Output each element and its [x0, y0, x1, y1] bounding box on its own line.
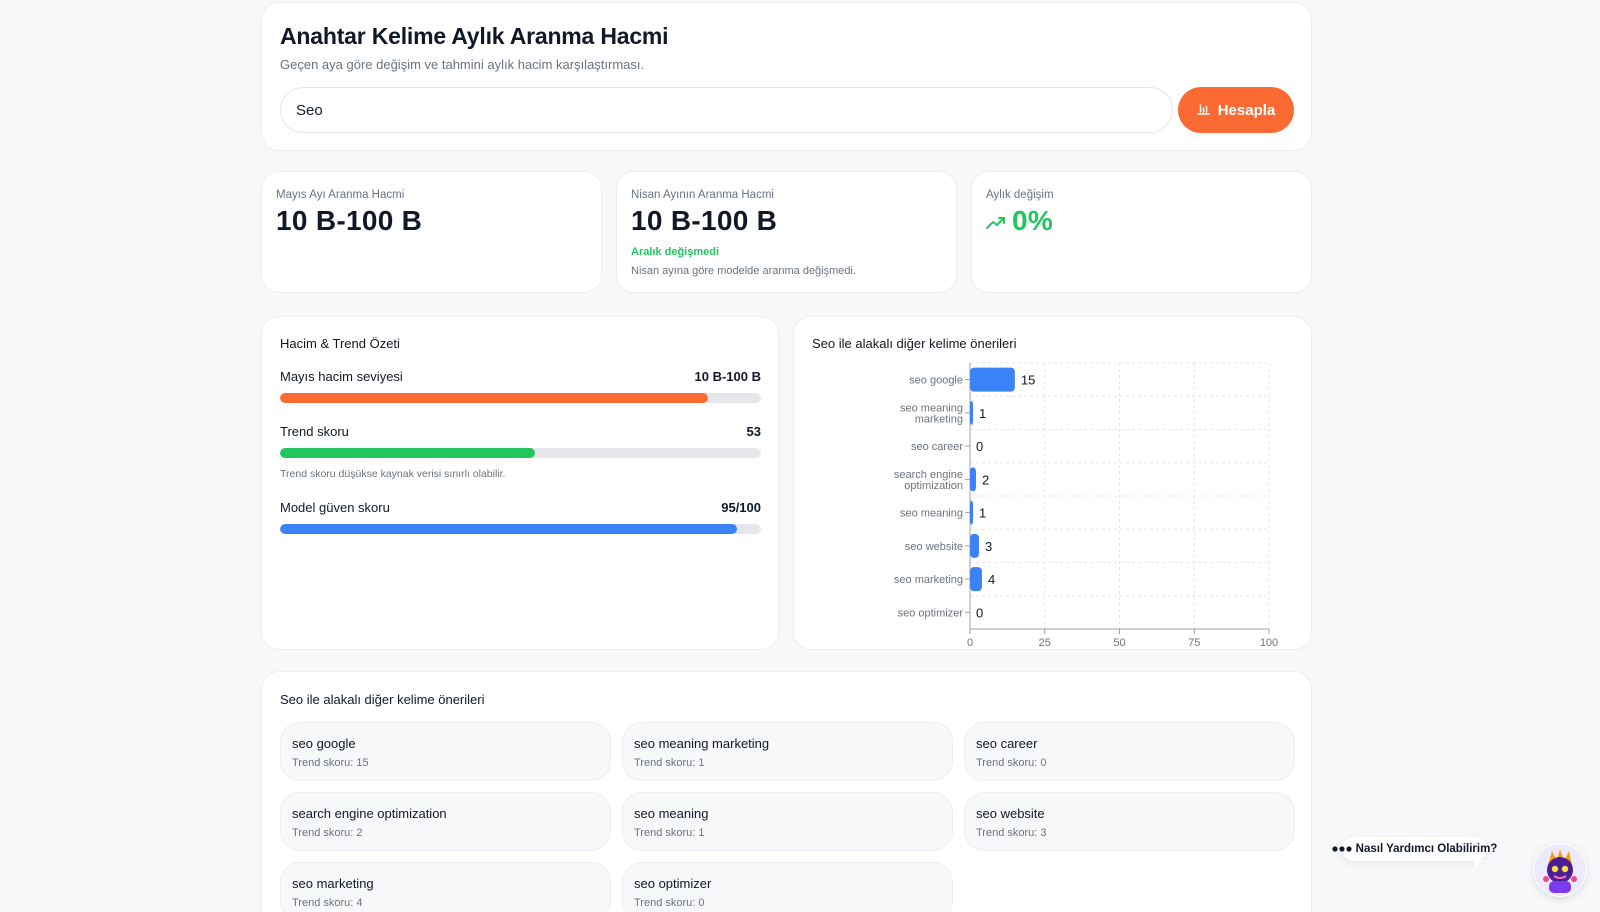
chart-category-label: seo optimizer — [898, 607, 964, 619]
suggestion-trend-score: Trend skoru: 0 — [634, 897, 705, 909]
summary-row-value: 53 — [746, 424, 761, 439]
keyword-suggestion-item[interactable]: seo meaning Trend skoru: 1 — [622, 792, 953, 851]
chart-bar-value-label: 0 — [976, 605, 983, 620]
chart-category-label: search engine optimization — [894, 469, 963, 492]
suggestion-trend-score: Trend skoru: 0 — [976, 757, 1047, 769]
suggestions-title: Seo ile alakalı diğer kelime önerileri — [280, 692, 485, 707]
april-volume-value: 10 B-100 B — [631, 205, 778, 236]
monthly-change-card: Aylık değişim 0% — [971, 171, 1312, 293]
suggestion-keyword: seo marketing — [292, 876, 374, 891]
progress-fill — [280, 448, 535, 458]
robot-mascot-icon — [1534, 844, 1586, 896]
suggestion-trend-score: Trend skoru: 1 — [634, 827, 705, 839]
suggestion-keyword: seo optimizer — [634, 876, 712, 891]
chat-assistant-avatar[interactable] — [1533, 843, 1587, 897]
chart-bar — [970, 500, 973, 525]
chart-x-tick-label: 0 — [967, 637, 973, 649]
suggestion-trend-score: Trend skoru: 15 — [292, 757, 369, 769]
bar-chart-icon — [1196, 102, 1210, 119]
chart-bar-value-label: 3 — [985, 539, 992, 554]
chart-bar-value-label: 2 — [982, 472, 989, 487]
summary-title: Hacim & Trend Özeti — [280, 336, 400, 351]
page-subtitle: Geçen aya göre değişim ve tahmini aylık … — [280, 57, 645, 72]
april-volume-card: Nisan Ayının Aranma Hacmi 10 B-100 B Ara… — [616, 171, 957, 293]
april-volume-label: Nisan Ayının Aranma Hacmi — [631, 189, 774, 201]
may-volume-card: Mayıs Ayı Aranma Hacmi 10 B-100 B — [261, 171, 602, 293]
chart-category-label: seo career — [911, 441, 963, 453]
monthly-change-value: 0% — [1012, 205, 1054, 236]
chart-bar — [970, 567, 982, 592]
chart-bar-value-label: 1 — [979, 406, 986, 421]
keyword-search-input[interactable] — [280, 87, 1173, 133]
monthly-change-label: Aylık değişim — [986, 189, 1054, 201]
chat-prompt-text: Nasıl Yardımcı Olabilirim? — [1355, 843, 1498, 855]
chart-category-label: seo website — [905, 541, 963, 553]
keyword-suggestion-item[interactable]: search engine optimization Trend skoru: 2 — [280, 792, 611, 851]
suggestion-trend-score: Trend skoru: 3 — [976, 827, 1047, 839]
page-title: Anahtar Kelime Aylık Aranma Hacmi — [280, 23, 669, 49]
suggestion-keyword: seo meaning marketing — [634, 736, 770, 751]
chart-bar — [970, 400, 973, 425]
calculate-button[interactable]: Hesapla — [1178, 87, 1294, 133]
progress-track — [280, 448, 761, 458]
progress-track — [280, 393, 761, 403]
suggestion-keyword: seo career — [976, 736, 1038, 751]
summary-row-label: Mayıs hacim seviyesi — [280, 369, 403, 384]
chart-title: Seo ile alakalı diğer kelime önerileri — [812, 336, 1017, 351]
chart-x-tick-label: 75 — [1188, 637, 1200, 649]
suggestion-keyword: seo google — [292, 736, 356, 751]
chart-category-label: seo google — [909, 375, 963, 387]
suggestion-keyword: seo website — [976, 806, 1045, 821]
chart-x-tick-label: 100 — [1260, 637, 1278, 649]
volume-trend-summary-card: Hacim & Trend Özeti Mayıs hacim seviyesi… — [261, 316, 779, 650]
keyword-volume-header-card: Anahtar Kelime Aylık Aranma Hacmi Geçen … — [261, 2, 1312, 151]
chart-bar-value-label: 4 — [988, 572, 995, 587]
trending-up-icon — [986, 205, 1006, 237]
typing-dots-icon — [1332, 843, 1352, 855]
suggestion-trend-score: Trend skoru: 1 — [634, 757, 705, 769]
chart-bar-value-label: 0 — [976, 439, 983, 454]
keyword-suggestion-item[interactable]: seo website Trend skoru: 3 — [964, 792, 1295, 851]
keyword-suggestion-item[interactable]: seo optimizer Trend skoru: 0 — [622, 862, 953, 912]
keyword-suggestion-item[interactable]: seo google Trend skoru: 15 — [280, 722, 611, 781]
chart-bar — [970, 533, 979, 558]
april-status-text: Aralık değişmedi — [631, 246, 720, 258]
progress-fill — [280, 393, 709, 403]
monthly-change-value-wrap: 0% — [986, 205, 1053, 237]
chart-category-label: seo meaning marketing — [900, 402, 963, 425]
may-volume-value: 10 B-100 B — [276, 205, 423, 236]
chart-bar — [970, 367, 1015, 392]
trend-hint-text: Trend skoru düşükse kaynak verisi sınırl… — [280, 468, 506, 480]
suggestion-trend-score: Trend skoru: 2 — [292, 827, 363, 839]
summary-row-label: Model güven skoru — [280, 500, 390, 515]
progress-fill — [280, 524, 737, 534]
chart-x-tick-label: 25 — [1039, 637, 1051, 649]
chart-bar-value-label: 1 — [979, 506, 986, 521]
progress-track — [280, 524, 761, 534]
summary-row-value: 95/100 — [721, 500, 761, 515]
chart-bar — [970, 467, 976, 492]
chat-prompt-bubble[interactable]: Nasıl Yardımcı Olabilirim? — [1332, 837, 1497, 867]
suggestion-keyword: seo meaning — [634, 806, 709, 821]
related-keywords-chart-card: Seo ile alakalı diğer kelime önerileri 0… — [793, 316, 1312, 650]
calculate-button-label: Hesapla — [1217, 101, 1276, 119]
summary-row-label: Trend skoru — [280, 424, 349, 439]
may-volume-label: Mayıs Ayı Aranma Hacmi — [276, 189, 405, 201]
chart-category-label: seo meaning — [900, 508, 963, 520]
april-note-text: Nisan ayına göre modelde aranma değişmed… — [631, 265, 857, 277]
keyword-suggestion-item[interactable]: seo meaning marketing Trend skoru: 1 — [622, 722, 953, 781]
suggestion-keyword: search engine optimization — [292, 806, 447, 821]
related-keywords-list-card: Seo ile alakalı diğer kelime önerileri s… — [261, 671, 1312, 912]
chart-category-label: seo marketing — [894, 574, 963, 586]
suggestion-trend-score: Trend skoru: 4 — [292, 897, 363, 909]
keyword-suggestion-item[interactable]: seo marketing Trend skoru: 4 — [280, 862, 611, 912]
chart-bar-value-label: 15 — [1021, 373, 1035, 388]
keyword-suggestion-item[interactable]: seo career Trend skoru: 0 — [964, 722, 1295, 781]
chart-x-tick-label: 50 — [1113, 637, 1125, 649]
summary-row-value: 10 B-100 B — [694, 369, 761, 384]
